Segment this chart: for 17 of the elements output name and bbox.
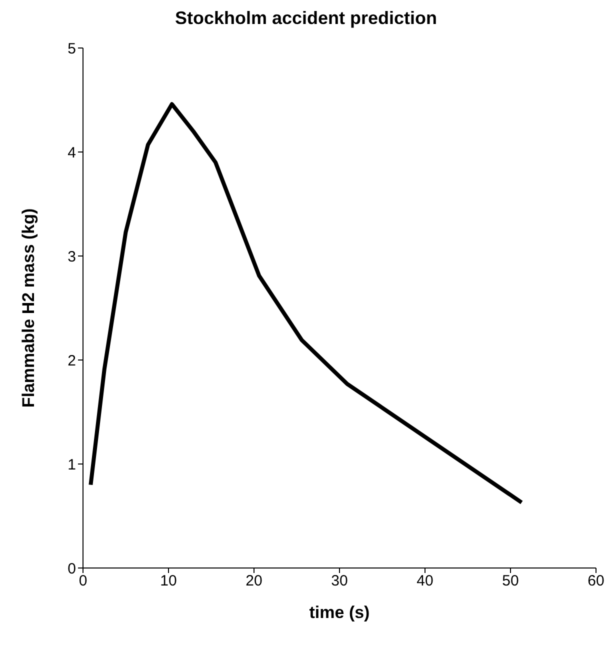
y-tick-label: 5 (68, 40, 76, 58)
y-tick-label: 3 (68, 248, 76, 266)
y-tick-label: 1 (68, 456, 76, 474)
y-tick-label: 2 (68, 352, 76, 370)
x-axis-title: time (s) (309, 603, 370, 622)
x-tick-label: 20 (246, 572, 262, 590)
y-tick-label: 4 (68, 144, 76, 162)
x-tick-label: 60 (588, 572, 604, 590)
x-tick-label: 0 (78, 572, 88, 590)
x-tick-label: 50 (502, 572, 519, 590)
y-tick-label: 0 (68, 560, 76, 578)
y-axis-title: Flammable H2 mass (kg) (19, 208, 38, 408)
chart-title: Stockholm accident prediction (174, 8, 438, 30)
x-tick-label: 10 (160, 572, 177, 590)
x-tick-label: 30 (331, 572, 348, 590)
x-tick-label: 40 (416, 572, 434, 590)
line-series (88, 102, 524, 504)
